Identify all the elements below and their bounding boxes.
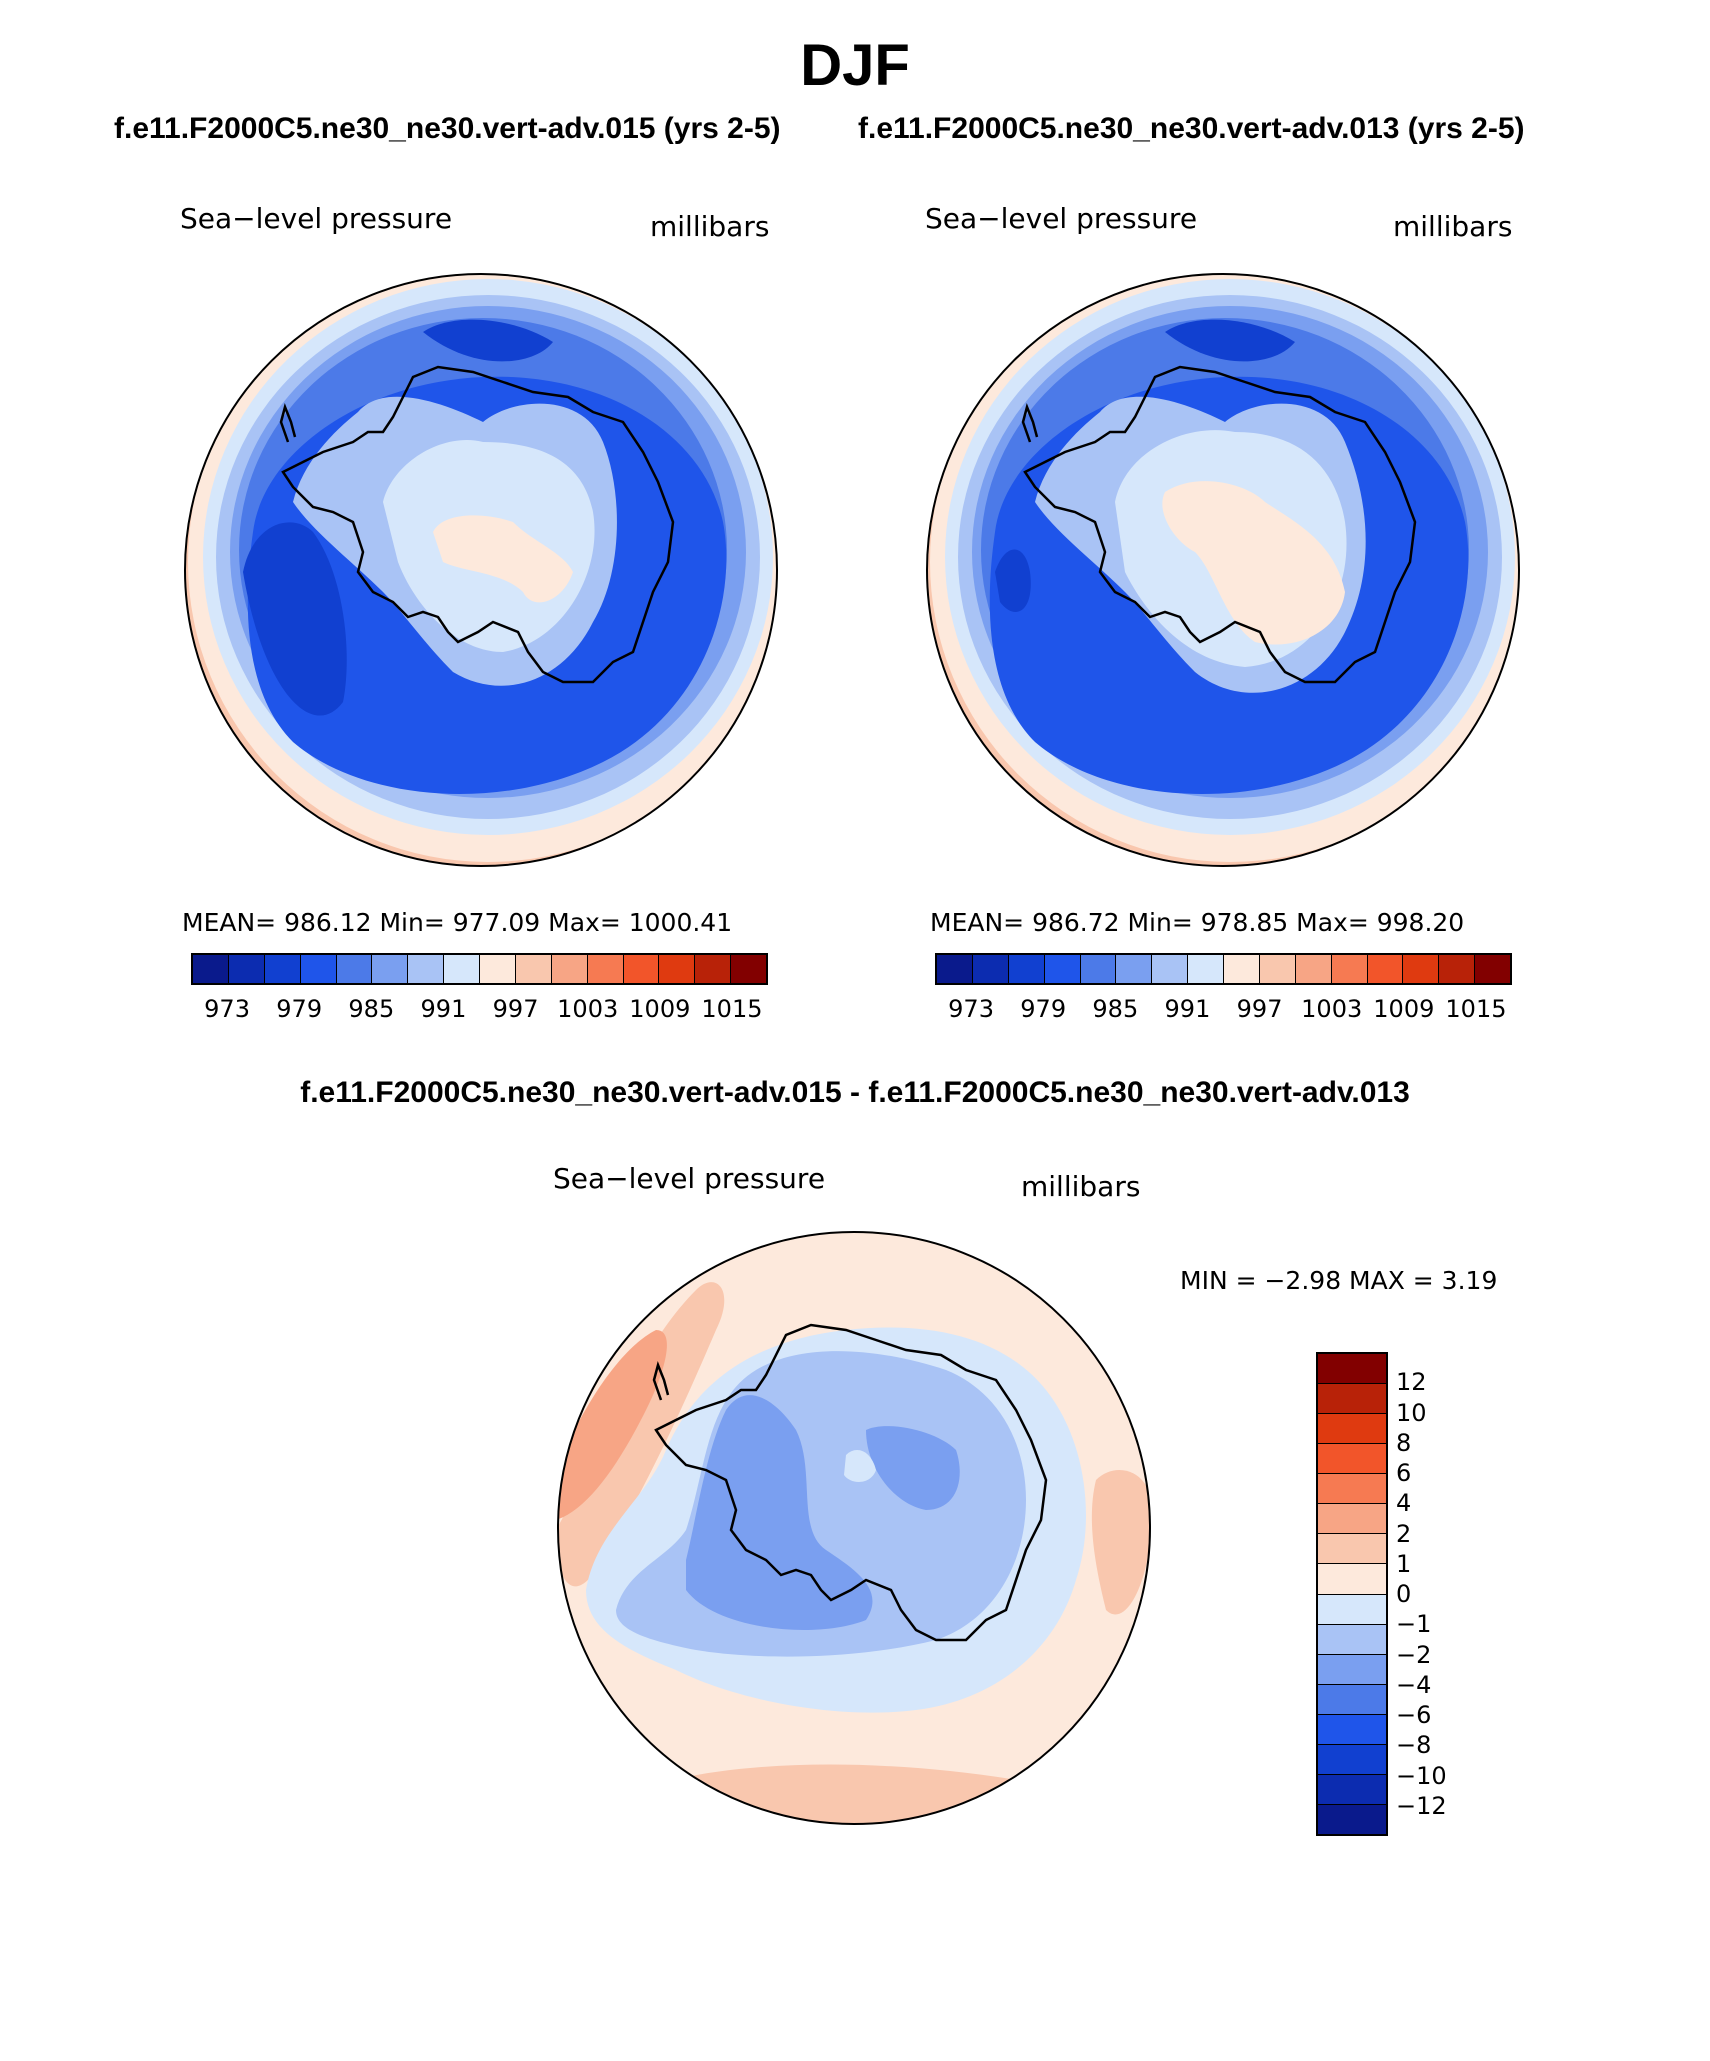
colorbar-swatch xyxy=(1439,955,1476,983)
colorbar-tick-label: 979 xyxy=(276,995,323,1023)
colorbar-swatch xyxy=(1188,955,1224,983)
colorbar-swatch xyxy=(659,955,696,983)
diff-variable-label: Sea−level pressure xyxy=(553,1162,826,1195)
colorbar-swatch xyxy=(1318,1594,1386,1625)
colorbar-tick-label: 985 xyxy=(1092,995,1139,1023)
colorbar-tick-label: 6 xyxy=(1396,1459,1412,1487)
case-left-title: f.e11.F2000C5.ne30_ne30.vert-adv.015 (yr… xyxy=(114,112,781,145)
colorbar-swatch xyxy=(1224,955,1260,983)
colorbar-tick-label: −12 xyxy=(1396,1791,1447,1820)
colorbar-swatch xyxy=(372,955,409,983)
diff-units-label: millibars xyxy=(1021,1170,1141,1203)
diff-title: f.e11.F2000C5.ne30_ne30.vert-adv.015 - f… xyxy=(300,1076,1410,1109)
colorbar-swatch xyxy=(1008,955,1045,983)
colorbar-swatch xyxy=(1367,955,1404,983)
colorbar-swatch xyxy=(695,955,732,983)
colorbar-tick-label: 1009 xyxy=(629,995,691,1023)
colorbar-swatch xyxy=(480,955,516,983)
colorbar-tick-label: 2 xyxy=(1396,1519,1412,1548)
colorbar-tick-label: 10 xyxy=(1396,1398,1427,1427)
colorbar-swatch xyxy=(264,955,301,983)
colorbar-swatch xyxy=(1318,1354,1386,1385)
colorbar-swatch xyxy=(193,955,229,983)
colorbar-swatch xyxy=(587,955,624,983)
colorbar-tick-label: 1009 xyxy=(1373,995,1435,1023)
colorbar-tick-label: −2 xyxy=(1396,1640,1432,1669)
colorbar-tick-label: 973 xyxy=(948,995,994,1023)
colorbar-swatch xyxy=(1403,955,1440,983)
colorbar-swatch xyxy=(1318,1384,1386,1415)
colorbar-swatch xyxy=(1318,1414,1386,1445)
colorbar-tick-label: 997 xyxy=(492,995,539,1023)
colorbar-tick-label: −4 xyxy=(1396,1670,1432,1699)
panel1-colorbar xyxy=(191,953,768,985)
colorbar-swatch xyxy=(937,955,973,983)
colorbar-tick-label: −8 xyxy=(1396,1731,1432,1760)
colorbar-swatch xyxy=(1318,1744,1386,1775)
colorbar-swatch xyxy=(336,955,373,983)
case-right-title: f.e11.F2000C5.ne30_ne30.vert-adv.013 (yr… xyxy=(858,112,1525,145)
colorbar-tick-label: 979 xyxy=(1020,995,1067,1023)
colorbar-swatch xyxy=(228,955,265,983)
colorbar-tick-label: 12 xyxy=(1396,1368,1427,1397)
colorbar-tick-label: 8 xyxy=(1396,1428,1412,1457)
colorbar-swatch xyxy=(1044,955,1081,983)
panel1-stats: MEAN= 986.12 Min= 977.09 Max= 1000.41 xyxy=(182,908,733,937)
colorbar-swatch xyxy=(1152,955,1189,983)
colorbar-swatch xyxy=(731,955,766,983)
colorbar-tick-label: 0 xyxy=(1396,1580,1412,1608)
colorbar-swatch xyxy=(551,955,588,983)
colorbar-swatch xyxy=(300,955,337,983)
colorbar-tick-label: 1015 xyxy=(701,995,763,1023)
panel1-variable-label: Sea−level pressure xyxy=(180,202,453,235)
colorbar-tick-label: 4 xyxy=(1396,1489,1412,1518)
colorbar-tick-label: −10 xyxy=(1396,1761,1447,1790)
colorbar-tick-label: 1003 xyxy=(557,995,619,1023)
page-title: DJF xyxy=(800,33,910,98)
colorbar-tick-label: 991 xyxy=(1164,995,1211,1023)
panel2-stats: MEAN= 986.72 Min= 978.85 Max= 998.20 xyxy=(930,908,1465,937)
colorbar-swatch xyxy=(972,955,1009,983)
colorbar-swatch xyxy=(1080,955,1117,983)
panel2-polar-map xyxy=(926,273,1520,867)
panel1-polar-map xyxy=(184,273,778,867)
colorbar-swatch xyxy=(623,955,660,983)
colorbar-swatch xyxy=(408,955,445,983)
colorbar-tick-label: −6 xyxy=(1396,1701,1432,1729)
colorbar-swatch xyxy=(1331,955,1368,983)
diff-polar-map xyxy=(557,1231,1151,1825)
colorbar-swatch xyxy=(1318,1534,1386,1565)
colorbar-swatch xyxy=(1318,1804,1386,1834)
panel2-variable-label: Sea−level pressure xyxy=(925,202,1198,235)
colorbar-swatch xyxy=(1295,955,1332,983)
colorbar-swatch xyxy=(1318,1714,1386,1745)
colorbar-tick-label: −1 xyxy=(1396,1610,1432,1639)
colorbar-tick-label: 997 xyxy=(1236,995,1283,1023)
colorbar-tick-label: 1 xyxy=(1396,1549,1412,1578)
colorbar-swatch xyxy=(1116,955,1153,983)
colorbar-tick-label: 1003 xyxy=(1301,995,1363,1023)
colorbar-swatch xyxy=(1318,1774,1386,1805)
colorbar-swatch xyxy=(1475,955,1510,983)
colorbar-tick-label: 973 xyxy=(204,995,250,1023)
colorbar-swatch xyxy=(1318,1444,1386,1475)
colorbar-swatch xyxy=(1318,1654,1386,1685)
colorbar-swatch xyxy=(1318,1684,1386,1715)
colorbar-swatch xyxy=(515,955,552,983)
colorbar-swatch xyxy=(1259,955,1296,983)
colorbar-swatch xyxy=(1318,1474,1386,1505)
panel2-colorbar xyxy=(935,953,1512,985)
colorbar-tick-label: 1015 xyxy=(1445,995,1507,1023)
colorbar-swatch xyxy=(1318,1504,1386,1535)
panel1-units-label: millibars xyxy=(650,210,770,243)
colorbar-tick-label: 991 xyxy=(420,995,467,1023)
colorbar-tick-label: 985 xyxy=(348,995,395,1023)
diff-colorbar xyxy=(1316,1352,1388,1836)
colorbar-swatch xyxy=(1318,1564,1386,1595)
colorbar-swatch xyxy=(444,955,480,983)
panel2-units-label: millibars xyxy=(1393,210,1513,243)
colorbar-swatch xyxy=(1318,1624,1386,1655)
diff-minmax-stats: MIN = −2.98 MAX = 3.19 xyxy=(1180,1266,1498,1295)
